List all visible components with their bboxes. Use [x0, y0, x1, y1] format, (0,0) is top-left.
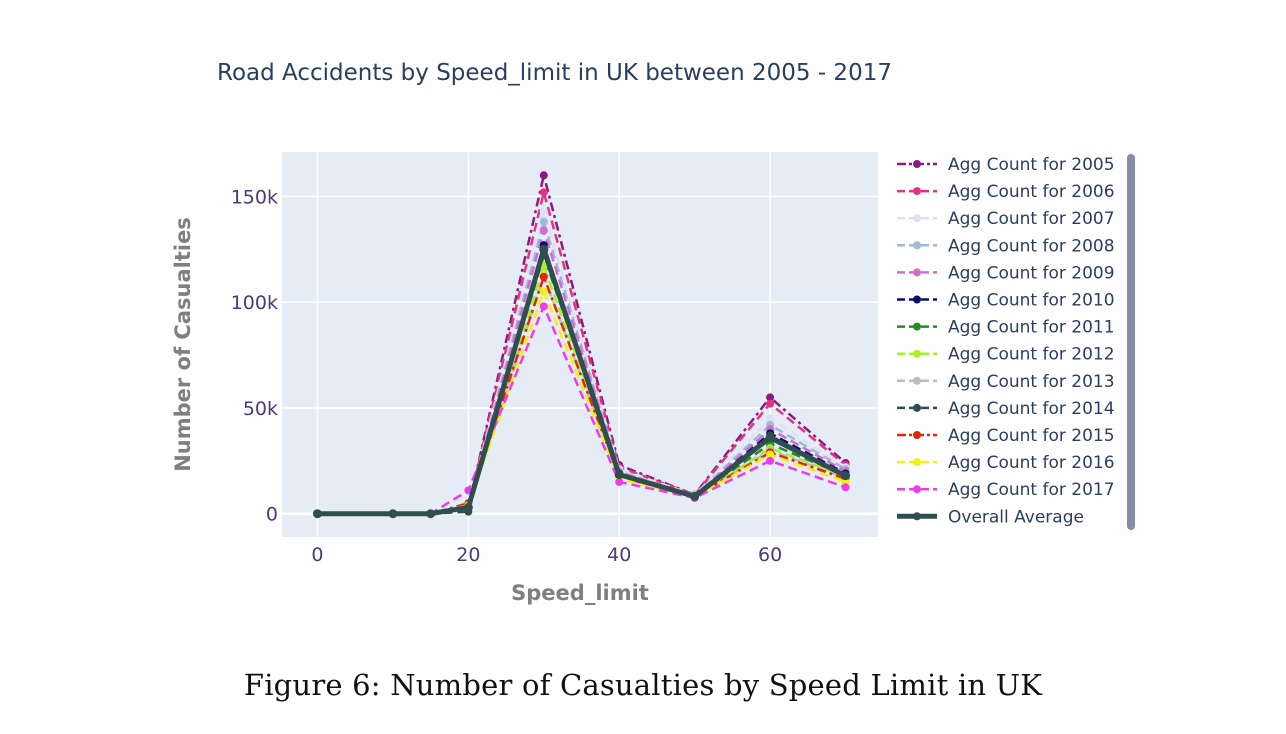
legend-label-8: Agg Count for 2013	[948, 372, 1115, 392]
plot-series-group	[312, 171, 851, 519]
series-point-13	[539, 244, 549, 254]
legend-marker-8	[913, 376, 921, 385]
series-point-13	[463, 502, 473, 512]
legend-marker-12	[913, 485, 921, 494]
series-point-13	[388, 509, 398, 519]
series-point-12	[766, 456, 775, 465]
figure-caption: Figure 6: Number of Casualties by Speed …	[243, 668, 1043, 702]
legend-marker-10	[913, 431, 921, 439]
x-tick-label: 20	[456, 544, 480, 566]
series-point-1	[766, 399, 775, 408]
legend-marker-9	[913, 403, 921, 412]
legend-label-11: Agg Count for 2016	[948, 453, 1115, 473]
legend-marker-1	[913, 187, 921, 196]
series-point-13	[312, 509, 322, 519]
legend-marker-13	[913, 512, 921, 521]
series-point-13	[841, 471, 851, 481]
series-point-0	[539, 171, 548, 180]
chart: Road Accidents by Speed_limit in UK betw…	[171, 60, 1135, 605]
chart-frame: Road Accidents by Speed_limit in UK betw…	[130, 42, 1160, 642]
legend-scrollbar	[1127, 154, 1135, 530]
series-point-13	[690, 491, 700, 501]
x-axis-title: Speed_limit	[511, 581, 649, 605]
legend-label-5: Agg Count for 2010	[948, 291, 1115, 311]
legend-label-0: Agg Count for 2005	[948, 155, 1115, 175]
series-point-0	[766, 393, 775, 402]
series-point-13	[614, 470, 624, 480]
legend-marker-4	[913, 268, 921, 277]
legend-marker-2	[913, 214, 921, 223]
y-tick-label: 100k	[231, 292, 278, 314]
legend-label-9: Agg Count for 2014	[948, 399, 1115, 419]
legend-label-12: Agg Count for 2017	[948, 480, 1115, 500]
series-point-12	[615, 478, 624, 486]
series-point-3	[539, 217, 548, 226]
legend-marker-0	[913, 160, 921, 168]
series-point-12	[841, 483, 850, 492]
legend-label-6: Agg Count for 2011	[948, 318, 1115, 338]
series-point-11	[539, 287, 548, 296]
legend-marker-3	[913, 241, 921, 250]
series-point-2	[766, 414, 775, 423]
series-point-1	[539, 188, 548, 197]
legend-label-7: Agg Count for 2012	[948, 345, 1115, 365]
y-axis-title: Number of Casualties	[171, 217, 195, 472]
legend-label-10: Agg Count for 2015	[948, 426, 1115, 446]
legend-label-2: Agg Count for 2007	[948, 209, 1115, 229]
legend-marker-11	[913, 458, 921, 467]
series-point-13	[765, 433, 775, 443]
chart-title: Road Accidents by Speed_limit in UK betw…	[217, 60, 892, 86]
x-tick-label: 40	[607, 544, 631, 566]
y-tick-label: 0	[266, 504, 278, 526]
legend-label-3: Agg Count for 2008	[948, 236, 1115, 256]
legend-label-1: Agg Count for 2006	[948, 182, 1115, 202]
y-tick-label: 50k	[243, 398, 278, 420]
legend-marker-7	[913, 349, 921, 358]
y-tick-label: 150k	[231, 186, 278, 208]
legend-label-4: Agg Count for 2009	[948, 263, 1115, 283]
legend-marker-5	[913, 295, 921, 304]
series-point-11	[766, 450, 775, 459]
series-point-4	[539, 226, 548, 235]
series-point-10	[539, 272, 548, 281]
x-tick-label: 60	[758, 544, 782, 566]
series-point-13	[426, 509, 436, 519]
series-point-2	[539, 207, 548, 216]
legend-marker-6	[913, 322, 921, 331]
series-point-12	[539, 302, 548, 311]
x-tick-label: 0	[311, 544, 323, 566]
legend-label-13: Overall Average	[948, 507, 1084, 527]
